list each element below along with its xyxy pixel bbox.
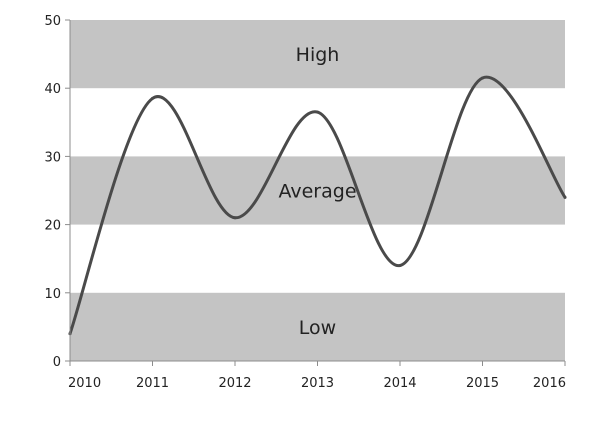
band-label-high: High [296, 44, 340, 66]
x-tick-label: 2011 [136, 376, 169, 391]
x-tick-label: 2015 [466, 376, 499, 391]
data-point [151, 96, 154, 100]
y-tick-label: 30 [44, 150, 61, 165]
data-point [563, 195, 567, 199]
data-point [398, 264, 402, 268]
x-tick-label: 2016 [533, 376, 566, 391]
x-ticks: 2010 2011 2012 2013 2014 2015 2016 [68, 361, 566, 391]
data-point [233, 216, 237, 220]
band-label-low: Low [299, 317, 336, 339]
y-tick-label: 20 [44, 219, 61, 234]
band-label-average: Average [278, 181, 356, 203]
data-point [316, 110, 319, 114]
axes: 0 10 20 30 40 50 2010 2011 2012 2013 2014 2015 2016 [44, 14, 566, 391]
y-tick-label: 0 [53, 355, 61, 370]
y-tick-label: 10 [44, 287, 61, 302]
y-tick-label: 40 [44, 82, 61, 97]
x-tick-label: 2013 [301, 376, 334, 391]
band-low [70, 292, 565, 361]
band-average [70, 156, 565, 225]
strip-labels: High Average Low [278, 44, 356, 339]
data-point [481, 76, 484, 80]
strip-bands [70, 20, 565, 361]
x-tick-label: 2010 [68, 376, 101, 391]
x-tick-label: 2012 [218, 376, 251, 391]
x-tick-label: 2014 [383, 376, 416, 391]
y-ticks: 0 10 20 30 40 50 [44, 14, 70, 370]
series-layer [68, 75, 567, 336]
y-tick-label: 50 [44, 14, 61, 29]
